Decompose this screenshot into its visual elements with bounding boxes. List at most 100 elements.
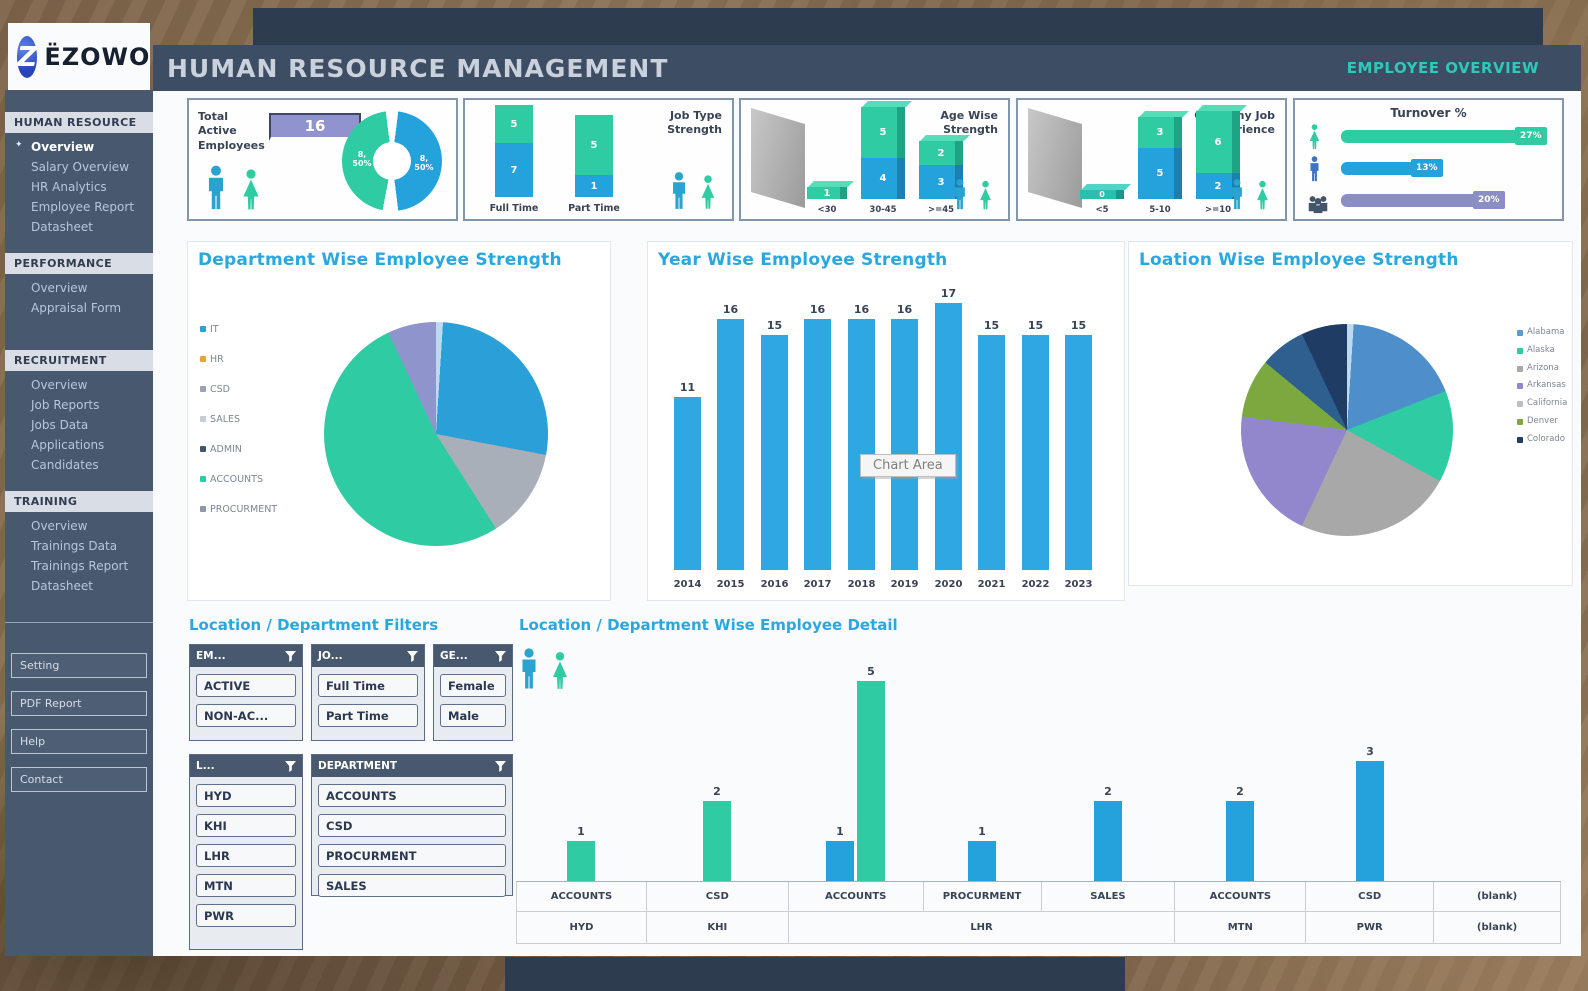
axis-loc-cell: PWR: [1306, 912, 1435, 944]
slicer-item-male[interactable]: Male: [440, 704, 506, 727]
sidebar-item-trn-overview[interactable]: Overview: [31, 519, 88, 533]
sidebar: HUMAN RESOURCE ✦ Overview Salary Overview…: [5, 90, 153, 956]
chart-back-wall: [1028, 108, 1082, 208]
help-button[interactable]: Help: [11, 729, 147, 754]
slicer-location-header[interactable]: L...: [190, 755, 302, 777]
age-bar-under30: 1: [807, 181, 854, 199]
male-icon: [208, 165, 224, 210]
year-bar-2018: 16: [848, 303, 875, 570]
gender-icons: [1228, 178, 1271, 211]
slicer-department-header[interactable]: DEPARTMENT: [312, 755, 512, 777]
slicer-job-type-header[interactable]: JO...: [312, 645, 424, 667]
department-legend: IT HR CSD SALES ADMIN ACCOUNTS PROCURMEN…: [200, 324, 277, 515]
sidebar-item-overview[interactable]: ✦ Overview: [15, 140, 95, 154]
slicer-gender-header[interactable]: GE...: [434, 645, 512, 667]
axis-loc-cell: LHR: [788, 912, 1176, 944]
male-icon: [955, 179, 965, 210]
total-active-value: 16: [269, 113, 361, 141]
detail-plot-area: 1 2 1 5 1 2 2 3: [516, 631, 1561, 881]
filter-funnel-icon[interactable]: [285, 650, 296, 662]
department-axis-row: ACCOUNTS CSD ACCOUNTS PROCURMENT SALES A…: [517, 882, 1561, 912]
year-label: 2017: [803, 579, 832, 590]
slicer-item-pwr[interactable]: PWR: [196, 904, 296, 927]
slicer-item-sales[interactable]: SALES: [318, 874, 506, 897]
axis-loc-cell: (blank): [1434, 912, 1561, 944]
slicer-item-accounts[interactable]: ACCOUNTS: [318, 784, 506, 807]
sidebar-item-employee-report[interactable]: Employee Report: [31, 200, 135, 214]
slicer-item-full-time[interactable]: Full Time: [318, 674, 418, 697]
axis-dept-cell: PROCURMENT: [923, 882, 1042, 912]
detail-bar-accounts-hyd: 1: [567, 825, 595, 881]
slicer-item-non-active[interactable]: NON-AC...: [196, 704, 296, 727]
filter-funnel-icon[interactable]: [407, 650, 418, 662]
slicer-item-active[interactable]: ACTIVE: [196, 674, 296, 697]
kpi-age-wise-card: Age Wise Strength 1 5 4 2 3: [739, 98, 1010, 221]
sidebar-item-appraisal-form[interactable]: Appraisal Form: [31, 301, 122, 315]
top-window-band: [253, 8, 1543, 45]
slicer-gender: GE... Female Male: [433, 644, 513, 741]
female-share-label: 8, 50%: [352, 150, 372, 168]
slicer-item-procurment[interactable]: PROCURMENT: [318, 844, 506, 867]
detail-bar-procurment-lhr: 1: [968, 825, 996, 881]
contact-button[interactable]: Contact: [11, 767, 147, 792]
axis-loc-cell: KHI: [646, 912, 789, 944]
slicer-item-khi[interactable]: KHI: [196, 814, 296, 837]
sidebar-item-applications[interactable]: Applications: [31, 438, 105, 452]
sidebar-item-perf-overview[interactable]: Overview: [31, 281, 88, 295]
sidebar-section-performance: PERFORMANCE: [5, 253, 153, 274]
year-chart-panel: Year Wise Employee Strength 11 16 15 16 …: [647, 241, 1125, 601]
year-bar-2023: 15: [1065, 319, 1092, 570]
axis-dept-cell: ACCOUNTS: [517, 882, 647, 912]
slicer-employee-status-header[interactable]: EM...: [190, 645, 302, 667]
sidebar-item-jobs-data[interactable]: Jobs Data: [31, 418, 89, 432]
sidebar-item-trainings-report[interactable]: Trainings Report: [31, 559, 129, 573]
axis-loc-cell: HYD: [517, 912, 647, 944]
turnover-male-row: 13%: [1307, 156, 1552, 182]
year-label: 2022: [1021, 579, 1050, 590]
male-icon: [673, 172, 685, 209]
kpi-turnover-card: Turnover % 27% 13% 20%: [1293, 98, 1564, 221]
slicer-item-part-time[interactable]: Part Time: [318, 704, 418, 727]
chart-back-wall: [751, 108, 805, 208]
year-label: 2019: [890, 579, 919, 590]
year-label: 2021: [977, 579, 1006, 590]
slicer-item-female[interactable]: Female: [440, 674, 506, 697]
pdf-report-button[interactable]: PDF Report: [11, 691, 147, 716]
slicer-item-lhr[interactable]: LHR: [196, 844, 296, 867]
sidebar-item-hr-analytics[interactable]: HR Analytics: [31, 180, 107, 194]
department-chart-panel: Department Wise Employee Strength IT HR …: [187, 241, 611, 601]
year-bar-2014: 11: [674, 381, 701, 570]
exp-cat-3: >=10: [1204, 205, 1232, 215]
location-chart-title: Loation Wise Employee Strength: [1139, 250, 1459, 270]
sidebar-item-job-reports[interactable]: Job Reports: [31, 398, 100, 412]
gender-donut-chart: 8, 50% 8, 50%: [342, 111, 442, 211]
sidebar-item-candidates[interactable]: Candidates: [31, 458, 99, 472]
sidebar-item-trn-datasheet[interactable]: Datasheet: [31, 579, 93, 593]
year-chart-title: Year Wise Employee Strength: [658, 250, 948, 270]
sidebar-item-salary-overview[interactable]: Salary Overview: [31, 160, 130, 174]
department-pie-chart: [324, 322, 548, 546]
total-active-label: Total Active Employees: [198, 110, 265, 152]
axis-dept-cell: (blank): [1434, 882, 1561, 912]
job-type-title: Job Type Strength: [667, 109, 722, 136]
sidebar-item-datasheet[interactable]: Datasheet: [31, 220, 93, 234]
sidebar-item-trainings-data[interactable]: Trainings Data: [31, 539, 118, 553]
filter-funnel-icon[interactable]: [495, 760, 506, 772]
location-chart-panel: Loation Wise Employee Strength Alabama A…: [1128, 241, 1573, 586]
filter-funnel-icon[interactable]: [285, 760, 296, 772]
filter-funnel-icon[interactable]: [495, 650, 506, 662]
slicer-item-hyd[interactable]: HYD: [196, 784, 296, 807]
axis-dept-cell: CSD: [646, 882, 789, 912]
kpi-experience-card: Company Job Experience 0 3 5 6: [1016, 98, 1287, 221]
year-bar-2015: 16: [717, 303, 744, 570]
page-title: HUMAN RESOURCE MANAGEMENT: [167, 53, 669, 83]
turnover-female-row: 27%: [1307, 124, 1552, 150]
slicer-item-csd[interactable]: CSD: [318, 814, 506, 837]
setting-button[interactable]: Setting: [11, 653, 147, 678]
year-bar-2017: 16: [804, 303, 831, 570]
turnover-female-value: 27%: [1515, 127, 1547, 145]
sidebar-item-rec-overview[interactable]: Overview: [31, 378, 88, 392]
slicer-location: L... HYD KHI LHR MTN PWR: [189, 754, 303, 950]
age-bar-over45: 2 3: [919, 135, 970, 199]
slicer-item-mtn[interactable]: MTN: [196, 874, 296, 897]
